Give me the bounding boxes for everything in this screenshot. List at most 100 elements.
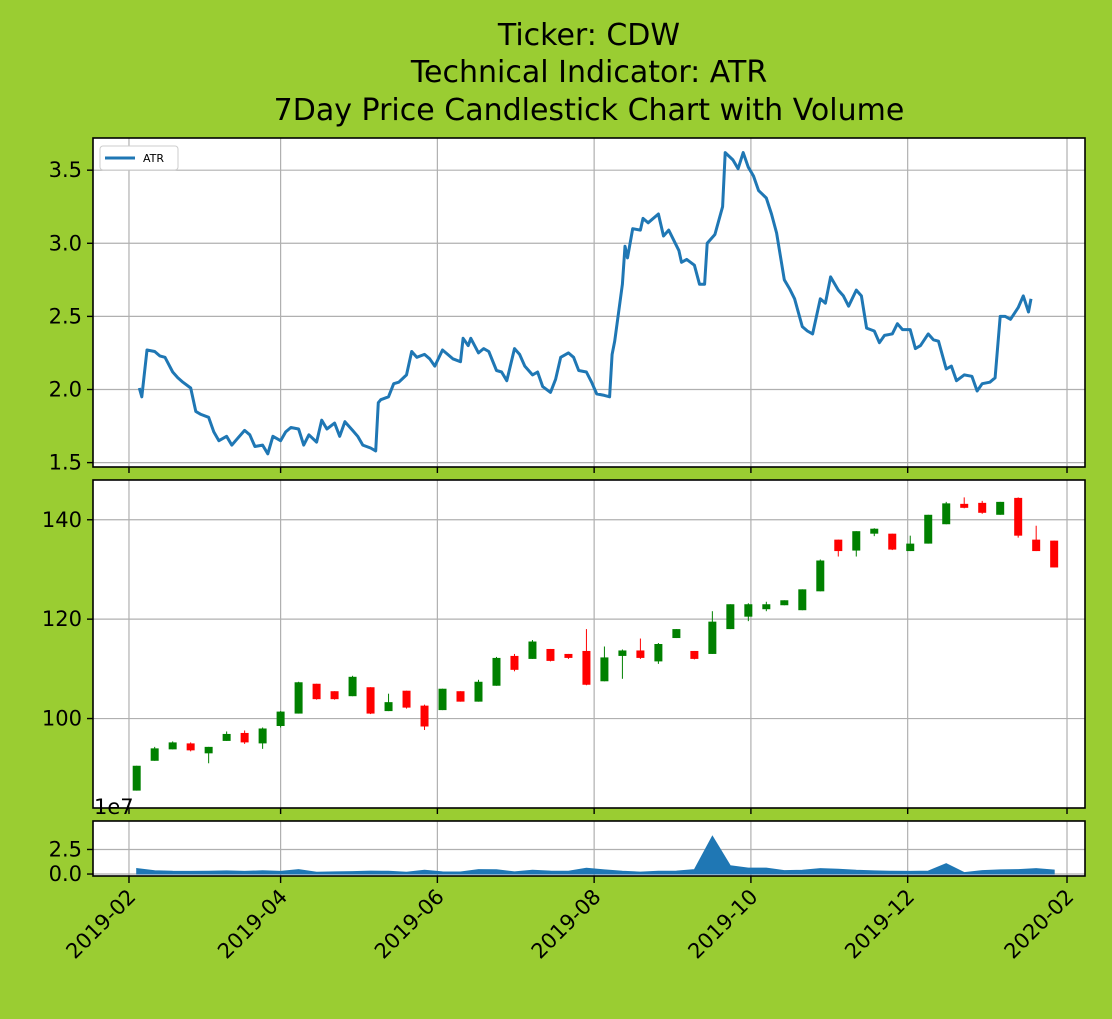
candle (1032, 525, 1041, 552)
volume-y-axis: 0.02.5 (49, 837, 93, 886)
candle-body (600, 657, 609, 682)
x-tick-label: 2019-10 (683, 885, 762, 964)
candle-body (168, 742, 177, 750)
candle-body (240, 732, 249, 743)
candle (420, 704, 429, 730)
price-y-axis: 100 120 140 (42, 508, 93, 731)
candle (132, 765, 141, 791)
candle (186, 742, 195, 752)
candle-body (924, 514, 933, 544)
candle-body (636, 650, 645, 658)
atr-panel: 1.5 2.0 2.5 3.0 3.5 ATR (49, 137, 1086, 475)
candle-body (978, 502, 987, 513)
candle (564, 653, 573, 659)
candle-body (528, 641, 537, 659)
candle (294, 681, 303, 714)
candle-body (420, 705, 429, 727)
volume-ytick-label: 0.0 (49, 862, 82, 886)
candle (888, 533, 897, 551)
candle-body (132, 765, 141, 791)
candle-body (762, 604, 771, 610)
candle (744, 603, 753, 622)
candle (312, 683, 321, 700)
candle (690, 650, 699, 660)
atr-ytick-label: 2.0 (49, 378, 82, 402)
candle-body (294, 682, 303, 714)
candle-body (942, 503, 951, 525)
candle-body (690, 650, 699, 659)
price-x-tick-marks (128, 808, 1068, 814)
candle (960, 497, 969, 509)
title-line-1: Ticker: CDW (497, 18, 680, 53)
candle (150, 746, 159, 761)
atr-ytick-label: 3.5 (49, 158, 82, 182)
x-tick-label: 2019-08 (527, 885, 606, 964)
atr-panel-frame (92, 137, 1086, 468)
candle-body (996, 501, 1005, 515)
candle (474, 679, 483, 702)
candle (168, 741, 177, 750)
candle (240, 730, 249, 744)
candle (816, 559, 825, 592)
candle (906, 535, 915, 552)
price-ytick-label: 120 (42, 607, 82, 631)
candle (384, 693, 393, 712)
candle (366, 687, 375, 715)
title-line-2: Technical Indicator: ATR (410, 55, 767, 90)
atr-y-axis: 1.5 2.0 2.5 3.0 3.5 (49, 158, 93, 475)
candle (510, 653, 519, 672)
candle (870, 528, 879, 537)
candle (834, 539, 843, 557)
candle-body (564, 653, 573, 658)
candle (438, 688, 447, 711)
candle-body (582, 650, 591, 685)
atr-ytick-label: 3.0 (49, 231, 82, 255)
candle-body (546, 648, 555, 661)
candle (996, 501, 1005, 515)
candle (276, 711, 285, 728)
chart-title: Ticker: CDW Technical Indicator: ATR 7Da… (274, 18, 905, 128)
volume-panel: 0.02.5 1e7 (49, 795, 1086, 886)
volume-panel-frame (92, 820, 1086, 877)
candle-body (276, 711, 285, 726)
x-tick-label: 2019-06 (370, 885, 449, 964)
candle-body (744, 604, 753, 617)
candlestick-series (132, 497, 1059, 791)
price-panel-frame (92, 479, 1086, 809)
candle (852, 531, 861, 557)
candle-body (816, 560, 825, 592)
candle (582, 629, 591, 686)
atr-ytick-label: 1.5 (49, 451, 82, 475)
atr-legend-label: ATR (143, 152, 164, 165)
candle (204, 746, 213, 764)
candle-body (906, 543, 915, 552)
atr-gridlines (93, 138, 1085, 467)
x-tick-label: 2019-12 (840, 885, 919, 964)
candle (726, 604, 735, 630)
candle-body (780, 600, 789, 606)
candle-body (1050, 540, 1059, 568)
candle-body (438, 688, 447, 711)
candle-body (186, 743, 195, 751)
candle (330, 691, 339, 700)
candle-body (204, 746, 213, 754)
candle (348, 675, 357, 697)
x-axis: 2019-02 2019-04 2019-06 2019-08 2019-10 2019-… (61, 876, 1079, 964)
candle (618, 649, 627, 679)
candle-body (708, 621, 717, 654)
volume-area-series (136, 835, 1055, 875)
price-panel: 100 120 140 (42, 479, 1086, 814)
candle-body (852, 531, 861, 551)
candle (654, 643, 663, 664)
candle (708, 611, 717, 654)
volume-scale-label: 1e7 (94, 795, 134, 819)
candle-body (348, 676, 357, 697)
candle (762, 601, 771, 612)
candle-body (618, 650, 627, 656)
candle-body (888, 533, 897, 550)
candle (780, 600, 789, 606)
candle-body (312, 683, 321, 700)
volume-area (136, 835, 1055, 875)
atr-panel-background (93, 138, 1085, 467)
volume-panel-background (93, 821, 1085, 876)
